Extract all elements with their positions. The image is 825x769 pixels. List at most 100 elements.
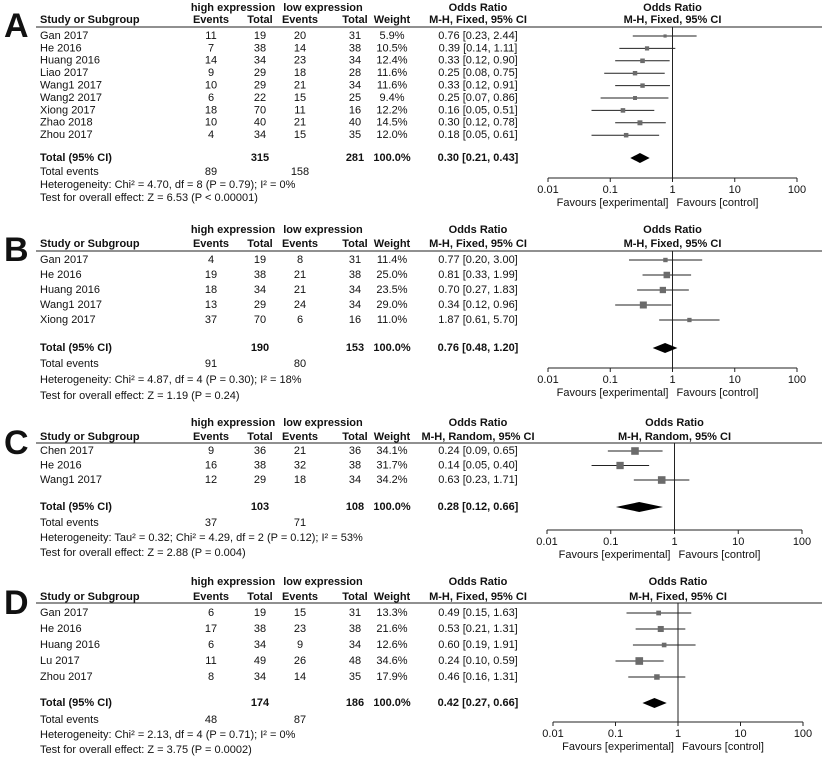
cell: 19 xyxy=(205,269,217,281)
cell: 6 xyxy=(297,314,303,326)
cell: Zhao 2018 xyxy=(40,117,93,129)
cell: Zhou 2017 xyxy=(40,671,93,683)
overall-effect: Test for overall effect: Z = 6.53 (P < 0… xyxy=(40,192,258,204)
favours-right: Favours [control] xyxy=(677,387,759,399)
cell: 17.9% xyxy=(376,671,407,683)
favours-left: Favours [experimental] xyxy=(559,549,671,561)
study-square xyxy=(632,70,638,76)
column-header: Total xyxy=(342,238,367,250)
total-label: Total (95% CI) xyxy=(40,342,112,354)
cell: 10.5% xyxy=(376,42,407,54)
cell: 11.6% xyxy=(377,67,408,79)
total-cell: 190 xyxy=(251,342,269,354)
group-label: high expression xyxy=(191,417,276,429)
cell: 38 xyxy=(349,459,361,471)
cell: Gan 2017 xyxy=(40,30,88,42)
study-square xyxy=(631,447,639,455)
cell: 0.24 [0.09, 0.65] xyxy=(438,445,518,457)
cell: 40 xyxy=(254,117,266,129)
study-square xyxy=(620,108,626,113)
events-cell: 37 xyxy=(205,517,217,529)
column-header: M-H, Fixed, 95% CI xyxy=(429,14,527,26)
cell: 11.0% xyxy=(377,314,408,326)
column-header: Weight xyxy=(374,431,411,443)
group-label: high expression xyxy=(191,224,276,236)
panel-label: C xyxy=(4,424,29,462)
cell: 12.4% xyxy=(376,55,407,67)
cell: 0.33 [0.12, 0.91] xyxy=(438,80,518,92)
cell: 36 xyxy=(349,445,361,457)
study-square xyxy=(633,96,638,100)
cell: 9 xyxy=(208,445,214,457)
study-square xyxy=(656,610,662,616)
plot-method: M-H, Fixed, 95% CI xyxy=(629,591,727,603)
panel-label: B xyxy=(4,231,29,269)
study-square xyxy=(640,83,645,88)
column-header: Events xyxy=(282,14,318,26)
cell: Huang 2016 xyxy=(40,284,100,296)
group-label: high expression xyxy=(191,576,276,588)
cell: 5.9% xyxy=(379,30,404,42)
cell: 21 xyxy=(294,284,306,296)
total-cell: 100.0% xyxy=(373,342,411,354)
cell: 16 xyxy=(349,314,361,326)
cell: 38 xyxy=(349,269,361,281)
events-cell: 89 xyxy=(205,166,217,178)
favours-left: Favours [experimental] xyxy=(562,741,674,753)
total-cell: 153 xyxy=(346,342,364,354)
plot-method: M-H, Fixed, 95% CI xyxy=(624,238,722,250)
cell: 23.5% xyxy=(376,284,407,296)
heterogeneity: Heterogeneity: Chi² = 4.87, df = 4 (P = … xyxy=(40,374,302,386)
cell: 34 xyxy=(349,639,361,651)
heterogeneity: Heterogeneity: Chi² = 2.13, df = 4 (P = … xyxy=(40,729,296,741)
column-header: Events xyxy=(282,238,318,250)
cell: 70 xyxy=(254,104,266,116)
events-cell: 158 xyxy=(291,166,309,178)
cell: 25 xyxy=(349,92,361,104)
x-tick-label: 100 xyxy=(793,536,811,548)
cell: 34 xyxy=(349,80,361,92)
favours-left: Favours [experimental] xyxy=(557,387,669,399)
cell: Xiong 2017 xyxy=(40,314,96,326)
cell: 7 xyxy=(208,42,214,54)
events-label: Total events xyxy=(40,166,99,178)
study-square xyxy=(657,625,664,633)
cell: 19 xyxy=(254,30,266,42)
cell: 14 xyxy=(294,42,306,54)
total-cell: 100.0% xyxy=(373,501,411,513)
column-header: Events xyxy=(193,14,229,26)
cell: 0.81 [0.33, 1.99] xyxy=(438,269,518,281)
total-cell: 100.0% xyxy=(373,152,411,164)
effect-header: Odds Ratio xyxy=(449,417,508,429)
study-square xyxy=(687,317,692,323)
cell: 13.3% xyxy=(376,607,407,619)
cell: Gan 2017 xyxy=(40,607,88,619)
cell: 0.53 [0.21, 1.31] xyxy=(438,623,518,635)
cell: 14 xyxy=(205,55,217,67)
cell: 0.25 [0.08, 0.75] xyxy=(438,67,518,79)
effect-header: Odds Ratio xyxy=(449,576,508,588)
events-cell: 80 xyxy=(294,358,306,370)
x-tick-label: 100 xyxy=(794,728,812,740)
total-cell: 186 xyxy=(346,697,364,709)
x-tick-label: 0.01 xyxy=(537,374,558,386)
cell: Liao 2017 xyxy=(40,67,88,79)
cell: He 2016 xyxy=(40,459,82,471)
cell: 13 xyxy=(205,299,217,311)
study-square xyxy=(654,674,660,680)
cell: 26 xyxy=(294,655,306,667)
cell: 9 xyxy=(208,67,214,79)
effect-header: Odds Ratio xyxy=(449,2,508,14)
group-label: low expression xyxy=(283,417,363,429)
cell: 21 xyxy=(294,80,306,92)
events-cell: 87 xyxy=(294,714,306,726)
cell: 21 xyxy=(294,269,306,281)
column-header: Total xyxy=(247,238,272,250)
total-cell: 281 xyxy=(346,152,364,164)
study-square xyxy=(640,58,645,64)
x-tick-label: 1 xyxy=(669,374,675,386)
cell: 0.49 [0.15, 1.63] xyxy=(438,607,518,619)
cell: 0.39 [0.14, 1.11] xyxy=(439,42,518,54)
cell: 17 xyxy=(205,623,217,635)
